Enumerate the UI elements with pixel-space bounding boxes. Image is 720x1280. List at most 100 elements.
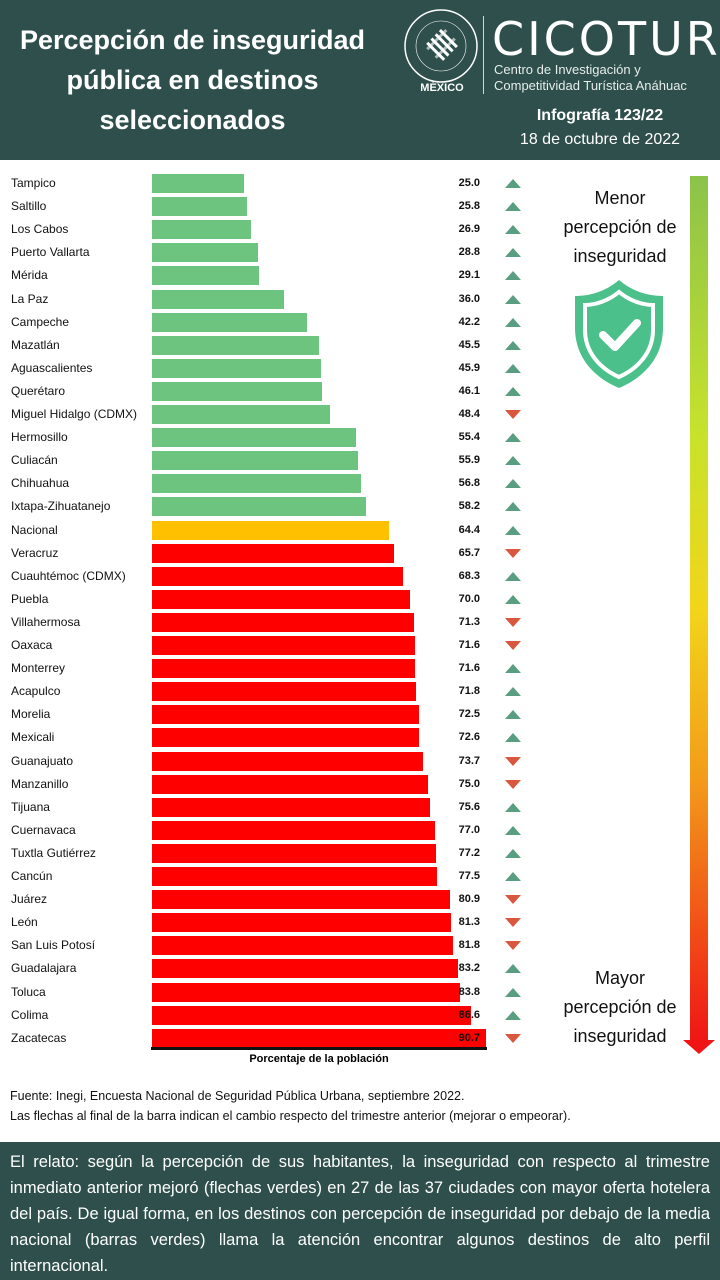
category-label: Miguel Hidalgo (CDMX) <box>11 407 138 421</box>
legend-bottom-text: Mayor percepción de inseguridad <box>550 964 690 1051</box>
category-label: Tampico <box>11 176 56 190</box>
arrow-up-icon <box>505 271 521 281</box>
category-label: Mazatlán <box>11 337 60 352</box>
category-label: Cuernavaca <box>11 822 76 837</box>
value-label: 71.3 <box>458 615 480 628</box>
category-label: Colima <box>11 1007 49 1022</box>
arrow-down-icon <box>505 548 521 558</box>
bar <box>152 959 459 979</box>
x-axis-line <box>151 1047 487 1050</box>
category-label: Manzanillo <box>11 776 69 791</box>
arrow-up-icon <box>505 664 521 674</box>
publication-date: 18 de octubre de 2022 <box>519 131 681 148</box>
category-label: Veracruz <box>11 545 59 560</box>
arrow-down-icon <box>505 641 521 650</box>
value-label: 55.4 <box>458 431 480 444</box>
value-label: 86.6 <box>458 1008 480 1021</box>
arrow-up-icon <box>505 872 521 881</box>
value-label: 29.1 <box>458 269 480 282</box>
value-label: 71.8 <box>458 685 480 698</box>
value-label: 70.0 <box>458 592 480 605</box>
value-label: 58.2 <box>458 500 480 513</box>
legend-text-line: Menor <box>594 188 646 208</box>
category-label: León <box>11 915 38 930</box>
arrow-up-icon <box>505 225 521 235</box>
page-title: Percepción de inseguridad pública en des… <box>19 25 366 135</box>
category-label: Nacional <box>11 522 58 537</box>
category-label: Los Cabos <box>11 222 69 237</box>
bar <box>152 913 452 933</box>
category-label: San Luis Potosí <box>11 938 96 953</box>
category-label: Mexicali <box>11 730 55 745</box>
value-label: 75.0 <box>458 777 480 790</box>
value-label: 75.6 <box>458 800 480 813</box>
legend-text-line: Mayor <box>594 968 645 988</box>
arrow-down-icon <box>505 617 521 627</box>
brand-subtitle-line: Competitividad Turística Anáhuac <box>494 78 687 93</box>
brand-subtitle-line: Centro de Investigación y <box>494 62 641 77</box>
category-label: Querétaro <box>11 383 66 398</box>
arrow-up-icon <box>505 987 521 997</box>
category-label: Guadalajara <box>11 961 77 976</box>
arrow-up-icon <box>505 202 521 212</box>
value-label: 48.4 <box>458 408 480 420</box>
arrow-up-icon <box>505 479 521 489</box>
bar <box>152 936 454 956</box>
bar <box>152 636 416 655</box>
x-axis-label: Porcentaje de la población <box>249 1053 389 1065</box>
arrow-up-icon <box>505 964 521 974</box>
bar <box>152 289 285 309</box>
perception-gradient-bar <box>690 176 708 1042</box>
bar <box>152 612 415 632</box>
category-label: Juárez <box>11 892 48 907</box>
bar <box>152 243 258 263</box>
bar <box>152 312 308 332</box>
source-note: Fuente: Inegi, Encuesta Nacional de Segu… <box>10 1086 571 1126</box>
bar <box>152 659 416 679</box>
arrow-up-icon <box>505 456 521 466</box>
category-label: Tijuana <box>11 799 50 814</box>
bar <box>152 197 247 217</box>
arrow-down-icon <box>505 779 521 789</box>
legend-text-line: percepción de <box>563 217 677 237</box>
legend-text-line: inseguridad <box>573 1026 667 1046</box>
category-label: Tuxtla Gutiérrez <box>11 845 96 860</box>
bar <box>152 335 320 355</box>
value-label: 83.8 <box>458 985 480 998</box>
arrow-up-icon <box>505 733 521 743</box>
arrow-up-icon <box>505 363 521 373</box>
source-text: Fuente: Inegi, Encuesta Nacional de Segu… <box>10 1089 465 1103</box>
value-label: 28.8 <box>458 246 480 259</box>
category-label: Puebla <box>11 591 49 606</box>
category-label: Zacatecas <box>11 1030 67 1045</box>
category-label: Cuauhtémoc (CDMX) <box>11 568 126 583</box>
value-label: 72.6 <box>458 731 480 744</box>
arrow-up-icon <box>505 710 521 720</box>
value-label: 71.6 <box>458 639 480 651</box>
value-label: 80.9 <box>458 893 480 906</box>
bar-chart: Tampico 25.0 Saltillo 25.8 Los Cabos 26.9 Puer… <box>0 160 720 1060</box>
bar <box>152 890 450 910</box>
legend-top-text: Menor percepción de inseguridad <box>550 184 690 271</box>
category-label: Acapulco <box>11 684 61 699</box>
value-label: 36.0 <box>458 292 480 305</box>
value-label: 77.0 <box>458 823 480 836</box>
category-label: Monterrey <box>11 661 66 676</box>
brand-logo: CICOTUR <box>492 12 720 66</box>
value-label: 45.9 <box>458 361 480 374</box>
value-label: 46.1 <box>458 384 480 397</box>
bar <box>152 220 251 240</box>
university-seal-logo <box>404 9 478 83</box>
arrow-up-icon <box>505 825 521 835</box>
bar <box>152 867 438 886</box>
infographic-number: Infografía 123/22 <box>536 107 664 124</box>
bar <box>152 705 419 725</box>
bar <box>152 451 358 471</box>
value-label: 64.4 <box>458 523 480 536</box>
category-label: Oaxaca <box>11 638 53 652</box>
value-label: 81.8 <box>458 939 480 952</box>
category-label: Campeche <box>11 314 70 329</box>
category-label: Ixtapa-Zihuatanejo <box>11 499 111 514</box>
value-label: 77.2 <box>458 846 480 859</box>
value-label: 56.8 <box>458 477 480 490</box>
